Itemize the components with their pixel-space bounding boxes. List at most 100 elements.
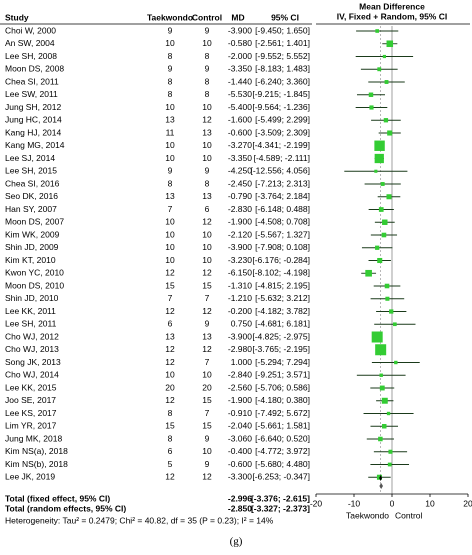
study-label: Han SY, 2007 bbox=[5, 204, 57, 214]
caption: (g) bbox=[230, 536, 243, 548]
effect-square bbox=[382, 219, 388, 225]
ci-label: [-4.815; 2.195] bbox=[255, 280, 310, 290]
md-label: -2.000 bbox=[228, 51, 252, 61]
treatment-n: 8 bbox=[168, 178, 173, 188]
treatment-n: 12 bbox=[165, 268, 175, 278]
control-n: 10 bbox=[202, 242, 212, 252]
md-label: -0.600 bbox=[228, 127, 252, 137]
study-label: Lee JK, 2019 bbox=[5, 472, 55, 482]
ci-label: [-4.180; 0.380] bbox=[255, 395, 310, 405]
effect-square bbox=[386, 411, 391, 416]
treatment-n: 10 bbox=[165, 255, 175, 265]
ci-label: [-4.508; 0.708] bbox=[255, 217, 310, 227]
treatment-n: 9 bbox=[168, 25, 173, 35]
treatment-n: 6 bbox=[168, 446, 173, 456]
treatment-n: 9 bbox=[168, 64, 173, 74]
control-n: 15 bbox=[202, 395, 212, 405]
md-label: -3.300 bbox=[228, 472, 252, 482]
md-label: -3.230 bbox=[228, 255, 252, 265]
treatment-n: 8 bbox=[168, 408, 173, 418]
effect-square bbox=[375, 29, 379, 33]
total-label: Total (fixed effect, 95% CI) bbox=[5, 493, 110, 503]
md-label: -0.400 bbox=[228, 446, 252, 456]
treatment-n: 12 bbox=[165, 357, 175, 367]
control-n: 8 bbox=[205, 178, 210, 188]
control-n: 12 bbox=[202, 472, 212, 482]
md-label: -2.040 bbox=[228, 421, 252, 431]
treatment-n: 6 bbox=[168, 319, 173, 329]
effect-square bbox=[377, 67, 382, 72]
treatment-n: 12 bbox=[165, 306, 175, 316]
control-n: 7 bbox=[205, 408, 210, 418]
ci-label: [-4.341; -2.199] bbox=[252, 140, 310, 150]
effect-square bbox=[387, 462, 392, 467]
total-md: -2.850 bbox=[228, 503, 252, 513]
plot-title: Mean Difference bbox=[359, 1, 425, 11]
effect-square bbox=[378, 436, 383, 442]
control-n: 12 bbox=[202, 217, 212, 227]
study-label: Kang HJ, 2014 bbox=[5, 127, 62, 137]
control-n: 8 bbox=[205, 76, 210, 86]
effect-square bbox=[385, 296, 390, 301]
x-right-label: Control bbox=[395, 510, 423, 520]
study-label: Lee SH, 2015 bbox=[5, 166, 57, 176]
study-label: Kang MG, 2014 bbox=[5, 140, 65, 150]
control-n: 9 bbox=[205, 25, 210, 35]
study-label: Moon DS, 2010 bbox=[5, 280, 64, 290]
md-label: -1.310 bbox=[228, 280, 252, 290]
md-label: -2.840 bbox=[228, 370, 252, 380]
total-diamond bbox=[379, 483, 383, 489]
study-label: Choi W, 2000 bbox=[5, 25, 56, 35]
control-n: 15 bbox=[202, 280, 212, 290]
ci-label: [-5.567; 1.327] bbox=[255, 229, 310, 239]
study-label: Song JK, 2013 bbox=[5, 357, 61, 367]
study-label: Jung MK, 2018 bbox=[5, 433, 62, 443]
ci-label: [-5.661; 1.581] bbox=[255, 421, 310, 431]
effect-square bbox=[386, 194, 392, 200]
effect-square bbox=[389, 309, 394, 314]
md-label: -0.910 bbox=[228, 408, 252, 418]
study-label: Lee SW, 2011 bbox=[5, 89, 58, 99]
treatment-n: 13 bbox=[165, 191, 175, 201]
control-n: 7 bbox=[205, 357, 210, 367]
column-header: MD bbox=[231, 12, 244, 22]
study-label: Cho WJ, 2014 bbox=[5, 370, 59, 380]
ci-label: [-4.589; -2.111] bbox=[254, 153, 310, 163]
treatment-n: 10 bbox=[165, 229, 175, 239]
study-label: Kwon YC, 2010 bbox=[5, 268, 64, 278]
ci-label: [-7.492; 5.672] bbox=[255, 408, 310, 418]
effect-square bbox=[384, 283, 390, 289]
md-label: -1.600 bbox=[228, 115, 252, 125]
control-n: 13 bbox=[202, 127, 212, 137]
x-tick-label: -10 bbox=[348, 498, 361, 508]
x-tick-label: 0 bbox=[390, 498, 395, 508]
ci-label: [-9.450; 1.650] bbox=[255, 25, 310, 35]
control-n: 9 bbox=[205, 459, 210, 469]
ci-label: [-6.148; 0.488] bbox=[255, 204, 310, 214]
treatment-n: 7 bbox=[168, 204, 173, 214]
study-label: Moon DS, 2007 bbox=[5, 217, 64, 227]
effect-square bbox=[376, 474, 382, 480]
ci-label: [-4.182; 3.782] bbox=[255, 306, 310, 316]
md-label: -2.560 bbox=[228, 382, 252, 392]
ci-label: [-12.556; 4.056] bbox=[250, 166, 310, 176]
control-n: 10 bbox=[202, 102, 212, 112]
x-tick-label: 10 bbox=[425, 498, 435, 508]
md-label: -0.790 bbox=[228, 191, 252, 201]
ci-label: [-5.632; 3.212] bbox=[255, 293, 310, 303]
md-label: -0.200 bbox=[228, 306, 252, 316]
treatment-n: 8 bbox=[168, 51, 173, 61]
effect-square bbox=[375, 344, 387, 356]
md-label: -1.900 bbox=[228, 217, 252, 227]
study-label: Moon DS, 2008 bbox=[5, 64, 64, 74]
effect-square bbox=[378, 207, 384, 212]
treatment-n: 9 bbox=[168, 166, 173, 176]
md-label: -2.120 bbox=[228, 229, 252, 239]
column-header: Control bbox=[192, 12, 222, 22]
treatment-n: 10 bbox=[165, 140, 175, 150]
total-ci: [-3.376; -2.615] bbox=[251, 493, 310, 503]
x-tick-label: -20 bbox=[310, 498, 323, 508]
md-label: -3.270 bbox=[228, 140, 252, 150]
ci-label: [-6.240; 3.360] bbox=[255, 76, 310, 86]
ci-label: [-4.772; 3.972] bbox=[255, 446, 310, 456]
